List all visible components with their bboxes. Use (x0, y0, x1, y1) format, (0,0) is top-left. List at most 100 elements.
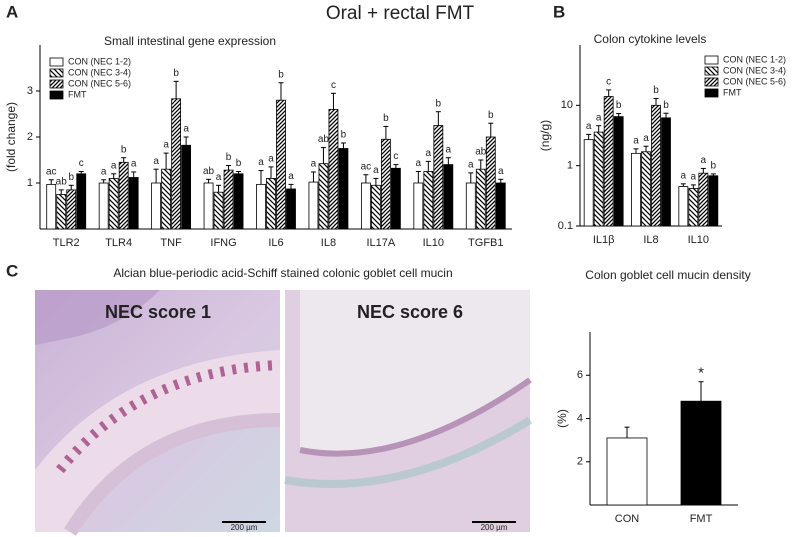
bar (318, 163, 329, 230)
micrograph-label: NEC score 1 (105, 302, 211, 322)
x-tick-label: IL10 (688, 234, 709, 246)
bar (443, 164, 454, 230)
chart-title: Colon cytokine levels (594, 32, 707, 46)
significance-label: a (131, 159, 137, 170)
legend-label: CON (NEC 5-6) (723, 76, 786, 86)
bar (465, 182, 476, 230)
legend-label: CON (NEC 3-4) (723, 65, 786, 75)
panel-letter: C (6, 261, 18, 280)
bar (606, 437, 648, 506)
significance-label: ab (56, 177, 68, 188)
x-tick-label: CON (615, 513, 640, 525)
significance-label: ac (361, 161, 372, 172)
bar (680, 400, 722, 506)
bar (433, 125, 444, 230)
y-tick-label: 1 (567, 160, 573, 172)
bar (338, 148, 349, 230)
bar (688, 187, 699, 227)
micrograph: NEC score 6 200 µm (284, 290, 533, 532)
bar (613, 116, 624, 227)
bar (380, 138, 391, 230)
bar (203, 182, 214, 230)
significance-label: a (498, 166, 504, 177)
bar (128, 177, 139, 230)
significance-label: a (258, 157, 264, 168)
panel-letter: B (553, 2, 565, 21)
bar (46, 183, 57, 230)
significance-label: ac (46, 166, 57, 177)
legend-swatch (704, 88, 719, 98)
bar (370, 184, 381, 230)
x-tick-label: IL1β (593, 234, 615, 246)
significance-label: ab (318, 134, 330, 145)
legend-swatch (49, 57, 64, 67)
y-tick-label: 4 (577, 412, 583, 424)
legend-label: CON (NEC 5-6) (68, 78, 131, 88)
significance-label: b (226, 152, 232, 163)
bar (266, 177, 276, 230)
legend-swatch (704, 77, 719, 87)
x-tick-label: FMT (690, 513, 713, 525)
legend-label: CON (NEC 3-4) (68, 67, 131, 77)
micrograph-title: Alcian blue-periodic acid-Schiff stained… (113, 266, 452, 280)
legend-swatch (704, 55, 719, 65)
x-tick-label: IL10 (423, 237, 444, 249)
legend-label: FMT (723, 87, 742, 97)
bar (678, 186, 689, 227)
significance-label: b (436, 98, 442, 109)
significance-label: a (288, 171, 294, 182)
significance-label: a (633, 135, 639, 146)
bar (475, 168, 486, 230)
bar (56, 194, 67, 230)
chart-title: Colon goblet cell mucin density (585, 268, 750, 282)
significance-label: a (311, 159, 317, 170)
x-tick-label: IL6 (268, 237, 283, 249)
significance-label: ab (203, 166, 215, 177)
bar (641, 151, 651, 227)
bar (651, 104, 661, 227)
chart-title: Small intestinal gene expression (104, 34, 276, 48)
x-tick-label: IL17A (367, 237, 396, 249)
bar (286, 188, 296, 230)
significance-label: b (236, 158, 242, 169)
bar (583, 139, 594, 227)
legend-swatch (49, 79, 64, 89)
y-tick-label: 1 (27, 177, 33, 189)
bar (495, 182, 506, 230)
bar (276, 99, 286, 230)
bar (118, 161, 129, 230)
y-tick-label: 2 (27, 131, 33, 143)
significance-label: ab (475, 147, 487, 158)
significance-label: b (121, 144, 127, 155)
significance-label: b (68, 172, 74, 183)
bar (708, 175, 719, 227)
bar (76, 173, 87, 230)
bar (213, 191, 224, 230)
x-tick-label: IFNG (210, 237, 236, 249)
bar (308, 181, 319, 230)
significance-label: b (341, 130, 347, 141)
legend-swatch (49, 90, 64, 100)
significance-label: b (616, 100, 622, 111)
significance-label: * (698, 365, 704, 382)
x-tick-label: TNF (160, 237, 182, 249)
bar (171, 98, 182, 230)
significance-label: c (331, 80, 336, 91)
significance-label: a (701, 155, 707, 166)
significance-label: a (268, 154, 274, 165)
y-axis-label: (ng/g) (538, 120, 552, 151)
panel-letter: A (6, 2, 18, 21)
y-tick-label: 0.1 (558, 220, 573, 232)
x-tick-label: TLR2 (53, 237, 80, 249)
significance-label: a (373, 165, 379, 176)
significance-label: a (216, 172, 222, 183)
bar (661, 117, 671, 227)
bar (223, 169, 234, 230)
significance-label: b (383, 113, 389, 124)
bar (66, 189, 77, 230)
significance-label: b (711, 161, 717, 172)
micrograph-label: NEC score 6 (357, 302, 463, 322)
y-tick-label: 2 (577, 456, 583, 468)
y-axis-label: (%) (555, 409, 569, 428)
